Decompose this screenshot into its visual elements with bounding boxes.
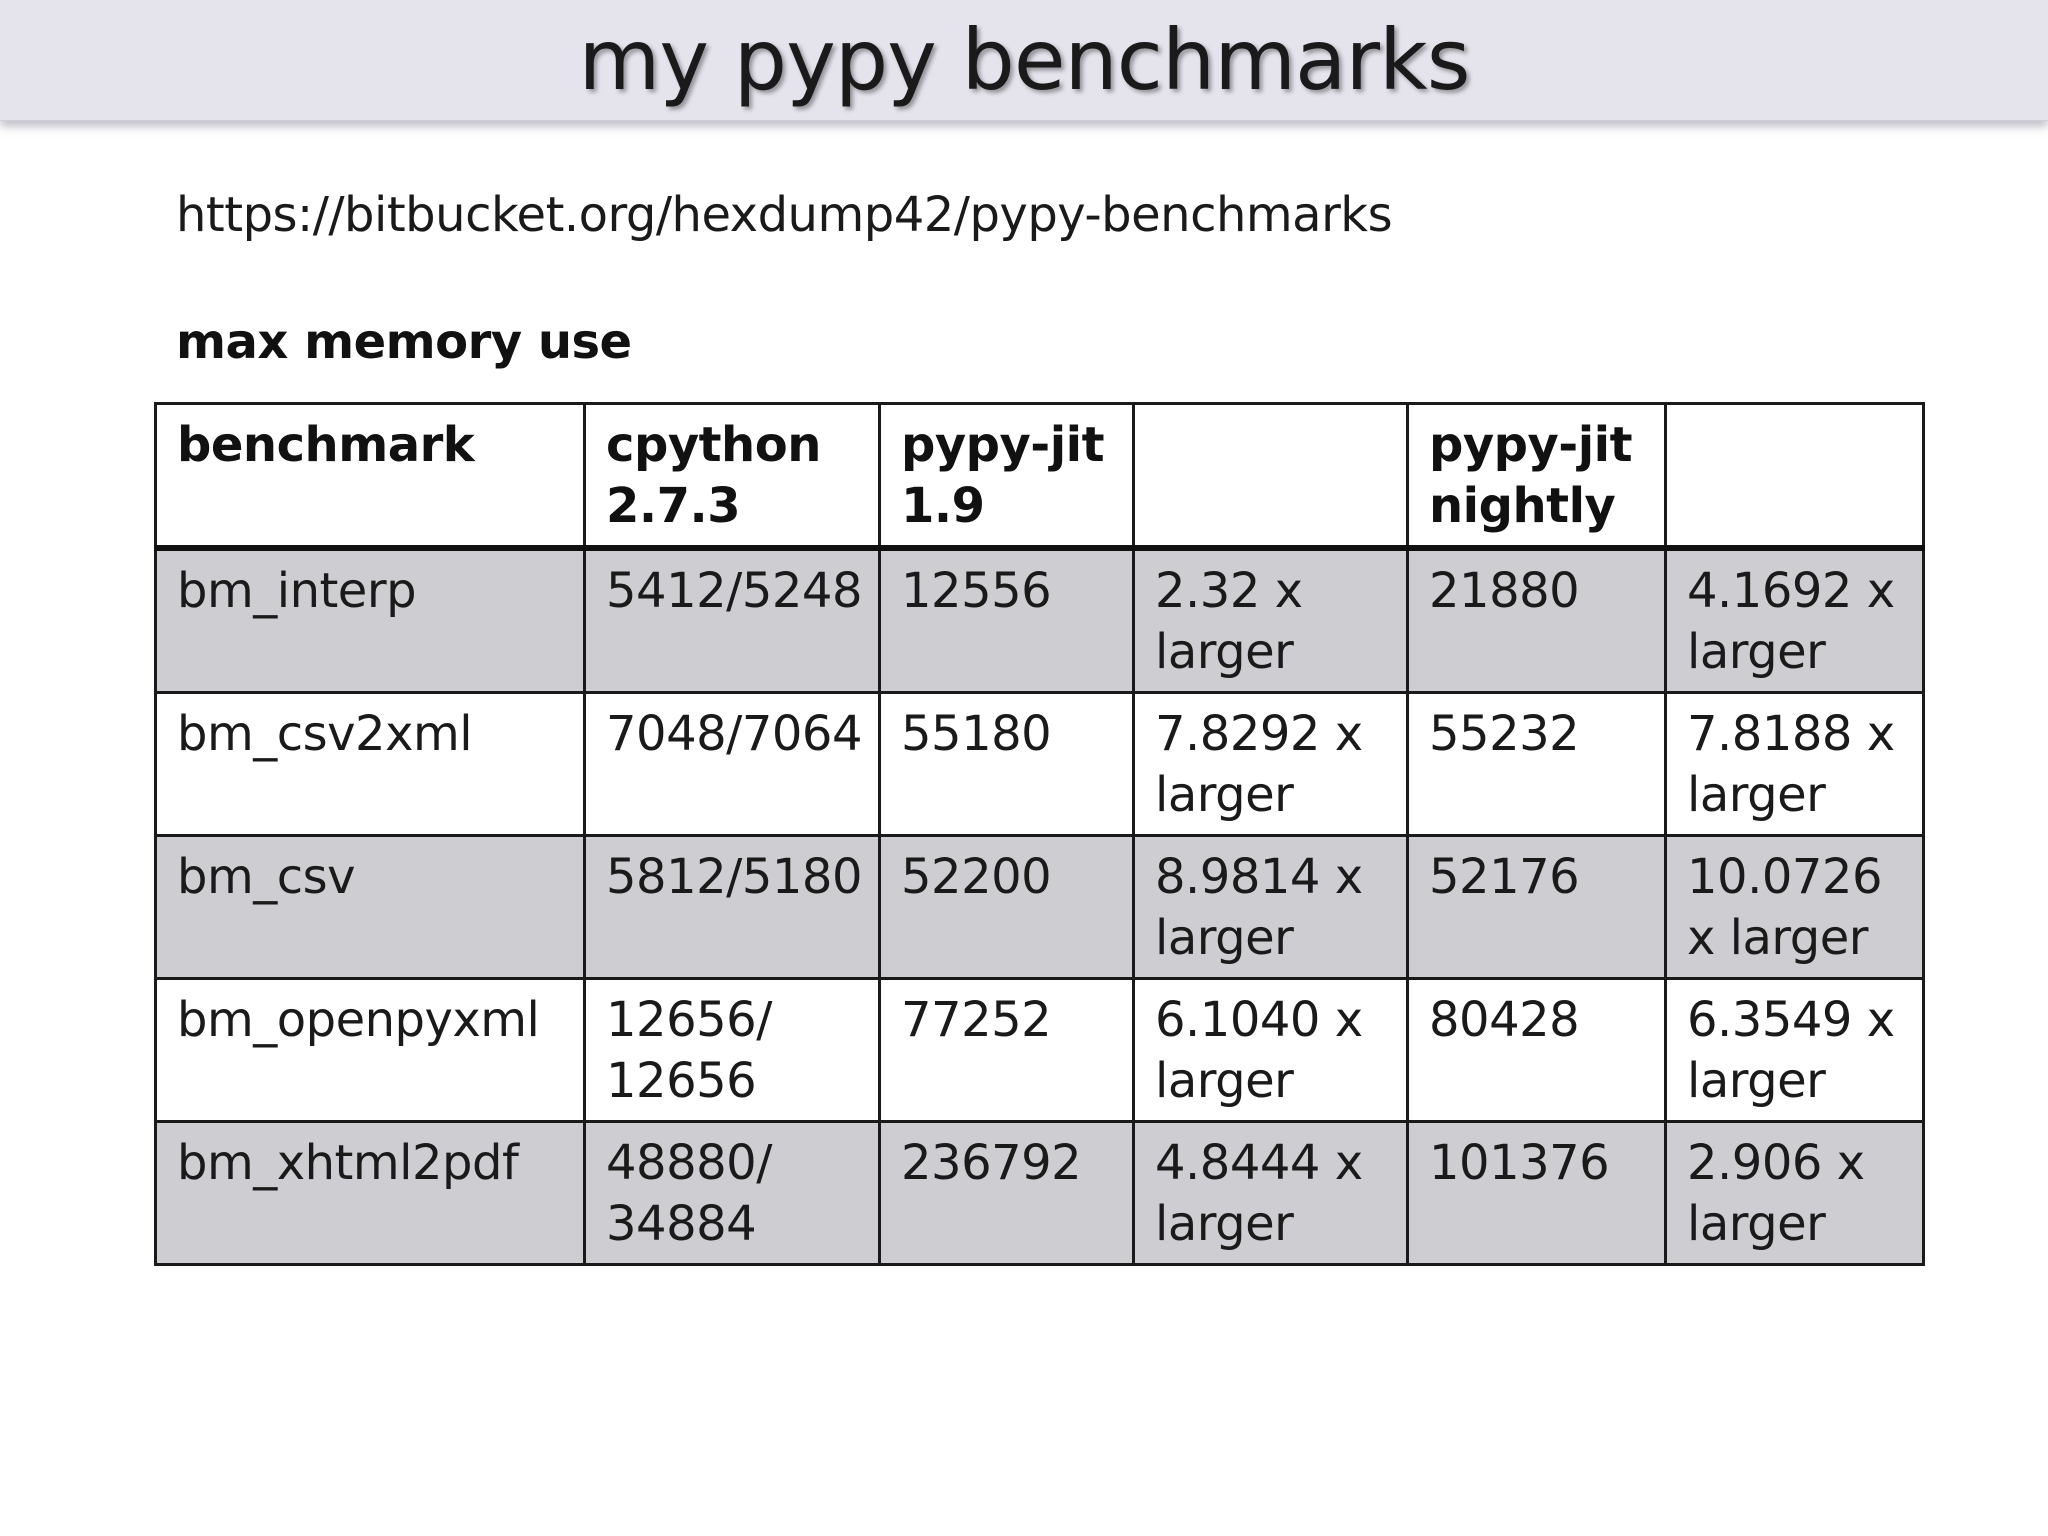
cell-cpython: 48880/ 34884: [583, 1120, 881, 1266]
cell-ratio-nightly: 6.3549 x larger: [1663, 977, 1925, 1123]
header-row: benchmark cpython 2.7.3 pypy-jit 1.9 pyp…: [154, 402, 1925, 551]
cell-benchmark: bm_csv: [154, 834, 586, 980]
cell-cpython: 7048/7064: [583, 691, 881, 837]
cell-pypy-jit-1-9: 77252: [877, 977, 1135, 1123]
cell-ratio-1-9: 6.1040 x larger: [1131, 977, 1409, 1123]
cell-ratio-nightly: 7.8188 x larger: [1663, 691, 1925, 837]
cell-pypy-jit-1-9: 12556: [877, 546, 1135, 694]
benchmark-table-wrapper: benchmark cpython 2.7.3 pypy-jit 1.9 pyp…: [154, 402, 1925, 1266]
cell-cpython: 5412/5248: [583, 546, 881, 694]
table-row: bm_xhtml2pdf 48880/ 34884 236792 4.8444 …: [154, 1120, 1925, 1266]
header-benchmark: benchmark: [154, 402, 586, 551]
cell-benchmark: bm_interp: [154, 546, 586, 694]
cell-pypy-jit-1-9: 55180: [877, 691, 1135, 837]
cell-ratio-1-9: 8.9814 x larger: [1131, 834, 1409, 980]
table-row: bm_openpyxml 12656/ 12656 77252 6.1040 x…: [154, 977, 1925, 1123]
slide-title: my pypy benchmarks: [578, 11, 1471, 109]
header-cpython: cpython 2.7.3: [583, 402, 881, 551]
cell-cpython: 12656/ 12656: [583, 977, 881, 1123]
cell-ratio-nightly: 4.1692 x larger: [1663, 546, 1925, 694]
cell-ratio-1-9: 2.32 x larger: [1131, 546, 1409, 694]
cell-pypy-jit-nightly: 21880: [1405, 546, 1667, 694]
cell-pypy-jit-nightly: 80428: [1405, 977, 1667, 1123]
header-pypy-jit-nightly: pypy-jit nightly: [1405, 402, 1667, 551]
table-header: benchmark cpython 2.7.3 pypy-jit 1.9 pyp…: [154, 402, 1925, 551]
cell-pypy-jit-nightly: 55232: [1405, 691, 1667, 837]
header-ratio-1-9: [1131, 402, 1409, 551]
cell-pypy-jit-nightly: 101376: [1405, 1120, 1667, 1266]
table-row: bm_interp 5412/5248 12556 2.32 x larger …: [154, 546, 1925, 694]
cell-ratio-1-9: 4.8444 x larger: [1131, 1120, 1409, 1266]
cell-ratio-1-9: 7.8292 x larger: [1131, 691, 1409, 837]
cell-ratio-nightly: 2.906 x larger: [1663, 1120, 1925, 1266]
cell-ratio-nightly: 10.0726 x larger: [1663, 834, 1925, 980]
benchmark-table: benchmark cpython 2.7.3 pypy-jit 1.9 pyp…: [154, 402, 1925, 1266]
cell-benchmark: bm_openpyxml: [154, 977, 586, 1123]
cell-pypy-jit-nightly: 52176: [1405, 834, 1667, 980]
cell-pypy-jit-1-9: 52200: [877, 834, 1135, 980]
header-ratio-nightly: [1663, 402, 1925, 551]
table-row: bm_csv 5812/5180 52200 8.9814 x larger 5…: [154, 834, 1925, 980]
table-body: bm_interp 5412/5248 12556 2.32 x larger …: [154, 546, 1925, 1266]
repository-url: https://bitbucket.org/hexdump42/pypy-ben…: [176, 187, 1393, 243]
cell-cpython: 5812/5180: [583, 834, 881, 980]
title-bar: my pypy benchmarks: [0, 0, 2048, 121]
cell-pypy-jit-1-9: 236792: [877, 1120, 1135, 1266]
header-pypy-jit-1-9: pypy-jit 1.9: [877, 402, 1135, 551]
table-row: bm_csv2xml 7048/7064 55180 7.8292 x larg…: [154, 691, 1925, 837]
cell-benchmark: bm_csv2xml: [154, 691, 586, 837]
section-heading: max memory use: [176, 314, 632, 370]
cell-benchmark: bm_xhtml2pdf: [154, 1120, 586, 1266]
